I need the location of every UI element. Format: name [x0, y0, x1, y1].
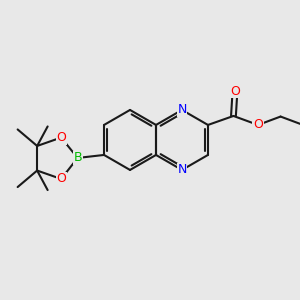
Text: O: O — [56, 172, 66, 185]
Text: O: O — [253, 118, 263, 131]
Text: B: B — [73, 152, 82, 164]
Text: O: O — [56, 131, 66, 144]
Text: N: N — [177, 103, 187, 116]
Text: O: O — [230, 85, 240, 98]
Text: N: N — [177, 164, 187, 176]
